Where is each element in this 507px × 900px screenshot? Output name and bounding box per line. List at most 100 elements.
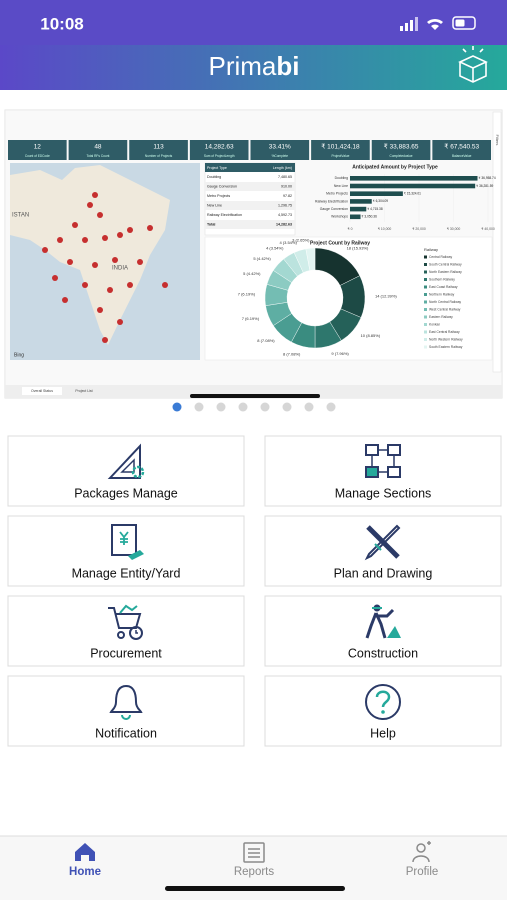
menu-tile[interactable] [7, 595, 245, 667]
table-cell: New Line [207, 203, 222, 207]
kpi-card [8, 140, 67, 160]
filters-pane[interactable] [492, 111, 502, 373]
donut-slice [305, 247, 316, 271]
bar-value-label: ₹ 36,958.74 [479, 176, 496, 180]
tile-label: Manage Entity/Yard [72, 566, 181, 580]
table-cell: 910.00 [281, 184, 292, 188]
bar-value-label: ₹ 36,281.59 [476, 184, 493, 188]
kpi-label: Completedvalue [390, 154, 413, 158]
menu-tile[interactable] [7, 515, 245, 587]
legend-swatch [424, 315, 427, 319]
legend-entry: Northern Railway [429, 292, 455, 296]
x-tick-label: ₹ 20,000 [412, 227, 426, 231]
legend-swatch [424, 345, 427, 349]
bar-category: New Line [334, 184, 348, 188]
tile-label: Plan and Drawing [334, 566, 433, 580]
kpi-value: 12 [34, 144, 42, 151]
dashboard-tab-label: Project List [75, 389, 92, 393]
legend-entry: North Central Railway [429, 300, 461, 304]
kpi-value: 48 [94, 144, 102, 151]
dashboard-tab[interactable] [64, 387, 104, 395]
table-header-cell [205, 163, 260, 172]
menu-tile[interactable] [7, 435, 245, 507]
kpi-label: Total RFs Count [87, 154, 110, 158]
table-cell: 1,296.75 [278, 203, 292, 207]
table-header-cell [260, 163, 295, 172]
dashboard-tab-label: Overall Status [31, 389, 53, 393]
legend-swatch [424, 330, 427, 334]
donut-label: 3 (2.65%) [292, 237, 310, 242]
legend-swatch [424, 308, 427, 311]
kpi-label: ProjectValue [332, 154, 350, 158]
brand: Primabi [208, 51, 299, 81]
menu-tile[interactable] [264, 515, 502, 587]
table-cell: 14,282.63 [276, 222, 292, 226]
profile-icon[interactable] [412, 841, 431, 863]
bar [350, 214, 361, 220]
legend-title: Railway [424, 247, 438, 252]
bar-value-label: ₹ 3,050.36 [362, 215, 378, 219]
tile-label: Help [370, 726, 396, 740]
kpi-label: Sum of ProjectLength [204, 154, 235, 158]
nav-label[interactable]: Profile [406, 866, 439, 878]
home-icon[interactable] [75, 843, 95, 861]
bar [350, 183, 476, 189]
table-cell: Railway Electrification [207, 213, 242, 217]
table-cell: 7,480.65 [278, 175, 292, 179]
table-cell: Metro Projects [207, 194, 230, 198]
kpi-card [311, 140, 370, 160]
table-cell: 97.82 [283, 194, 292, 198]
legend-swatch [424, 338, 427, 341]
tab-bar [5, 385, 502, 398]
legend-swatch [424, 255, 427, 259]
bar-value-label: ₹ 4,715.38 [367, 207, 383, 211]
donut-label: 8 (7.08%) [257, 338, 275, 343]
donut-label: 10 (8.85%) [361, 333, 381, 338]
kpi-label: BalanceValue [452, 154, 472, 158]
donut-label: 7 (6.19%) [242, 316, 260, 321]
kpi-card [189, 140, 249, 160]
bar-category: Railway Electrification [315, 199, 348, 203]
legend-entry: Konkan [429, 322, 440, 326]
legend-swatch [424, 263, 427, 266]
legend-entry: South Central Railway [429, 262, 462, 266]
nav-label[interactable]: Reports [234, 866, 275, 878]
legend-entry: North Eastern Railway [429, 270, 462, 274]
map-label: INDIA [112, 266, 128, 272]
menu-tile[interactable] [264, 435, 502, 507]
bar [350, 206, 367, 212]
scroll-indicator [190, 394, 320, 398]
reports-icon[interactable] [243, 842, 265, 863]
legend-swatch [424, 285, 427, 289]
dashboard-tab[interactable] [22, 387, 62, 395]
table-header: Length (km) [273, 166, 292, 170]
kpi-card [68, 140, 128, 160]
table-cell: Gauge Conversion [207, 184, 237, 188]
bar-category: Workshops [331, 215, 348, 219]
bar-value-label: ₹ 6,304.09 [373, 199, 389, 203]
legend-entry: Central Railway [429, 255, 452, 259]
legend-swatch [424, 323, 427, 326]
status-icons [400, 16, 476, 31]
kpi-value: ₹ 67,540.53 [444, 143, 479, 151]
map-attribution: Bing [14, 352, 24, 358]
donut-label: 5 (4.42%) [243, 271, 261, 276]
legend-entry: East Central Railway [429, 330, 460, 334]
box-icon[interactable] [458, 46, 488, 83]
nav-label[interactable]: Home [69, 866, 101, 878]
donut-title: Project Count by Railway [310, 240, 370, 246]
bar [350, 176, 478, 181]
table-cell: Total [207, 222, 215, 226]
legend-entry: Eastern Railway [429, 315, 453, 319]
status-bar [0, 0, 507, 45]
filters-label: Filters [495, 135, 500, 146]
legend-swatch [424, 300, 427, 304]
brand-accent: bi [276, 51, 299, 81]
app-header [0, 45, 507, 90]
kpi-value: 33.41% [269, 144, 291, 151]
bar [350, 199, 372, 204]
legend-entry: South Eastern Railway [429, 345, 463, 349]
x-tick-label: ₹ 0 [348, 227, 353, 231]
x-tick-label: ₹ 40,000 [481, 227, 495, 231]
